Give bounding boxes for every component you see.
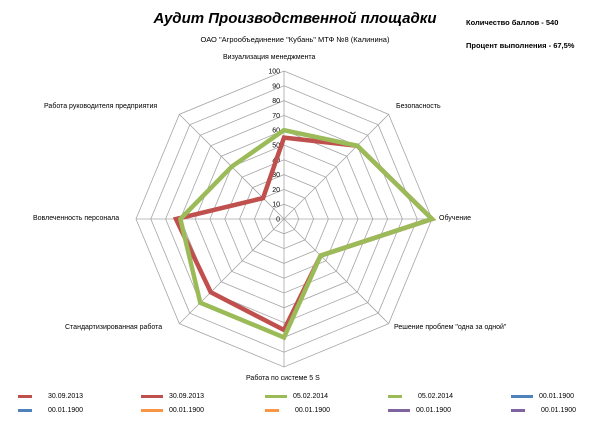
score-label: Количество баллов - 540 [466,18,559,27]
axis-label-5s: Работа по системе 5 S [246,375,320,382]
tick-label: 50 [272,143,280,150]
axis-label-involvement: Вовлеченность персонала [33,215,120,222]
legend-swatch [388,395,402,398]
legend-swatch [141,409,163,412]
legend-item: 05.02.2014 [265,393,328,400]
legend-item: 30.09.2013 [18,393,83,400]
tick-label: 80 [272,98,280,105]
legend-item: 05.02.2014 [388,393,453,400]
chart-title: Аудит Производственной площадки [153,10,437,27]
legend-item: 30.09.2013 [141,393,204,400]
axis-label-problem-solving: Решение проблем "одна за одной" [394,324,507,331]
axis-label-standard-work: Стандартизированная работа [65,324,163,331]
tick-label: 90 [272,83,280,90]
legend-swatch [511,409,525,412]
legend-item: 00.01.1900 [511,393,574,400]
legend-swatch [18,409,32,412]
percent-label: Процент выполнения - 67,5% [466,41,575,50]
tick-label: 10 [272,202,280,209]
legend-swatch [265,409,279,412]
legend-item: 00.01.1900 [18,407,83,414]
axis-label-safety: Безопасность [396,103,441,110]
legend-item: 00.01.1900 [388,407,451,414]
legend-item: 00.01.1900 [265,407,330,414]
series-line [177,127,437,341]
axis-label-management: Работа руководителя предприятия [44,103,158,110]
legend-item: 00.01.1900 [511,407,576,414]
chart-subtitle: ОАО "Агрообъединение "Кубань" МТФ №8 (Ка… [200,35,390,44]
tick-label: 70 [272,113,280,120]
axis-spoke [283,218,389,324]
legend-swatch [511,395,533,398]
legend-swatch [141,395,163,398]
legend-swatch [265,395,287,398]
tick-label: 60 [272,128,280,135]
tick-label: 30 [272,172,280,179]
axis-spoke [283,114,389,220]
tick-label: 20 [272,187,280,194]
axis-label-training: Обучение [439,215,472,222]
legend-item: 00.01.1900 [141,407,204,414]
tick-label: 0 [276,217,280,224]
legend-swatch [18,395,32,398]
axis-label-visualization: Визуализация менеджмента [223,54,316,61]
tick-label: 100 [268,69,280,76]
legend-swatch [388,409,410,412]
axis-spoke [179,218,285,324]
